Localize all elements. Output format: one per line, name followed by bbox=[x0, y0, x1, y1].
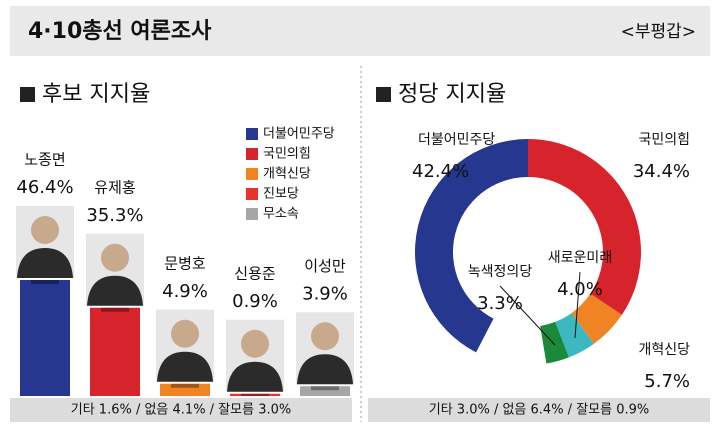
legend-label: 진보당 bbox=[263, 187, 299, 202]
box-slot bbox=[31, 280, 59, 284]
donut-segment bbox=[415, 139, 528, 353]
value-label: 5.7% bbox=[644, 371, 690, 392]
value-label: 34.4% bbox=[633, 161, 690, 182]
value-label: 42.4% bbox=[412, 161, 469, 182]
leader-line bbox=[499, 285, 556, 346]
ballot-box bbox=[160, 383, 210, 396]
note: 기타 3.0% / 없음 6.4% / 잘모름 0.9% bbox=[429, 403, 650, 418]
photo-body bbox=[227, 361, 283, 392]
category-label: 더불어민주당 bbox=[418, 132, 495, 148]
donut-segment bbox=[528, 139, 641, 315]
value-label: 4.9% bbox=[162, 281, 208, 302]
legend-label: 국민의힘 bbox=[263, 147, 311, 162]
ballot-box bbox=[20, 280, 70, 396]
legend-label: 더불어민주당 bbox=[263, 127, 335, 142]
value-label: 3.9% bbox=[302, 283, 348, 304]
legend-label: 무소속 bbox=[263, 207, 299, 222]
header-title: 4·10총선 여론조사 bbox=[28, 19, 212, 44]
legend-label: 개혁신당 bbox=[263, 167, 311, 182]
note-band bbox=[368, 398, 710, 422]
box-slot bbox=[101, 307, 129, 312]
header-band bbox=[10, 6, 710, 56]
category-label: 개혁신당 bbox=[638, 342, 690, 358]
photo-head bbox=[31, 216, 59, 244]
category-label: 국민의힘 bbox=[638, 132, 690, 148]
photo-body bbox=[297, 354, 353, 385]
box-slot bbox=[171, 383, 199, 388]
value-label: 46.4% bbox=[16, 177, 73, 198]
ballot-box bbox=[300, 386, 350, 396]
title-square bbox=[20, 87, 35, 102]
photo-body bbox=[157, 351, 213, 382]
photo-head bbox=[241, 329, 269, 358]
title-square bbox=[376, 87, 391, 102]
photo-head bbox=[311, 322, 339, 351]
note: 기타 1.6% / 없음 4.1% / 잘모름 3.0% bbox=[71, 403, 292, 418]
box-slot bbox=[241, 393, 269, 396]
ballot-box bbox=[230, 393, 280, 396]
header-region: <부평갑> bbox=[621, 22, 696, 42]
photo-body bbox=[87, 275, 143, 306]
value-label: 4.0% bbox=[557, 279, 603, 300]
legend-swatch bbox=[246, 148, 258, 160]
candidate-name: 문병호 bbox=[164, 254, 206, 272]
legend-swatch bbox=[246, 188, 258, 200]
candidate-name: 노종면 bbox=[24, 151, 65, 169]
donut-segment bbox=[555, 312, 594, 358]
legend-swatch bbox=[246, 208, 258, 220]
value-label: 3.3% bbox=[477, 293, 523, 314]
photo-head bbox=[101, 243, 129, 272]
note-band bbox=[10, 398, 352, 422]
leader-line bbox=[574, 271, 581, 339]
box-slot bbox=[311, 386, 339, 391]
photo-body bbox=[17, 248, 73, 278]
chart-title: 후보 지지율 bbox=[42, 82, 150, 107]
candidate-name: 신용준 bbox=[234, 264, 276, 282]
value-label: 0.9% bbox=[232, 291, 278, 312]
category-label: 새로운미래 bbox=[548, 250, 612, 266]
donut-segment bbox=[540, 321, 569, 364]
legend-swatch bbox=[246, 128, 258, 140]
value-label: 35.3% bbox=[86, 205, 143, 226]
photo-head bbox=[171, 319, 199, 348]
donut-segment bbox=[571, 293, 622, 344]
category-label: 녹색정의당 bbox=[468, 264, 533, 280]
legend-swatch bbox=[246, 168, 258, 180]
chart-title: 정당 지지율 bbox=[398, 82, 506, 107]
candidate-name: 이성만 bbox=[304, 257, 346, 275]
candidate-name: 유제홍 bbox=[94, 178, 135, 196]
ballot-box bbox=[90, 307, 140, 396]
